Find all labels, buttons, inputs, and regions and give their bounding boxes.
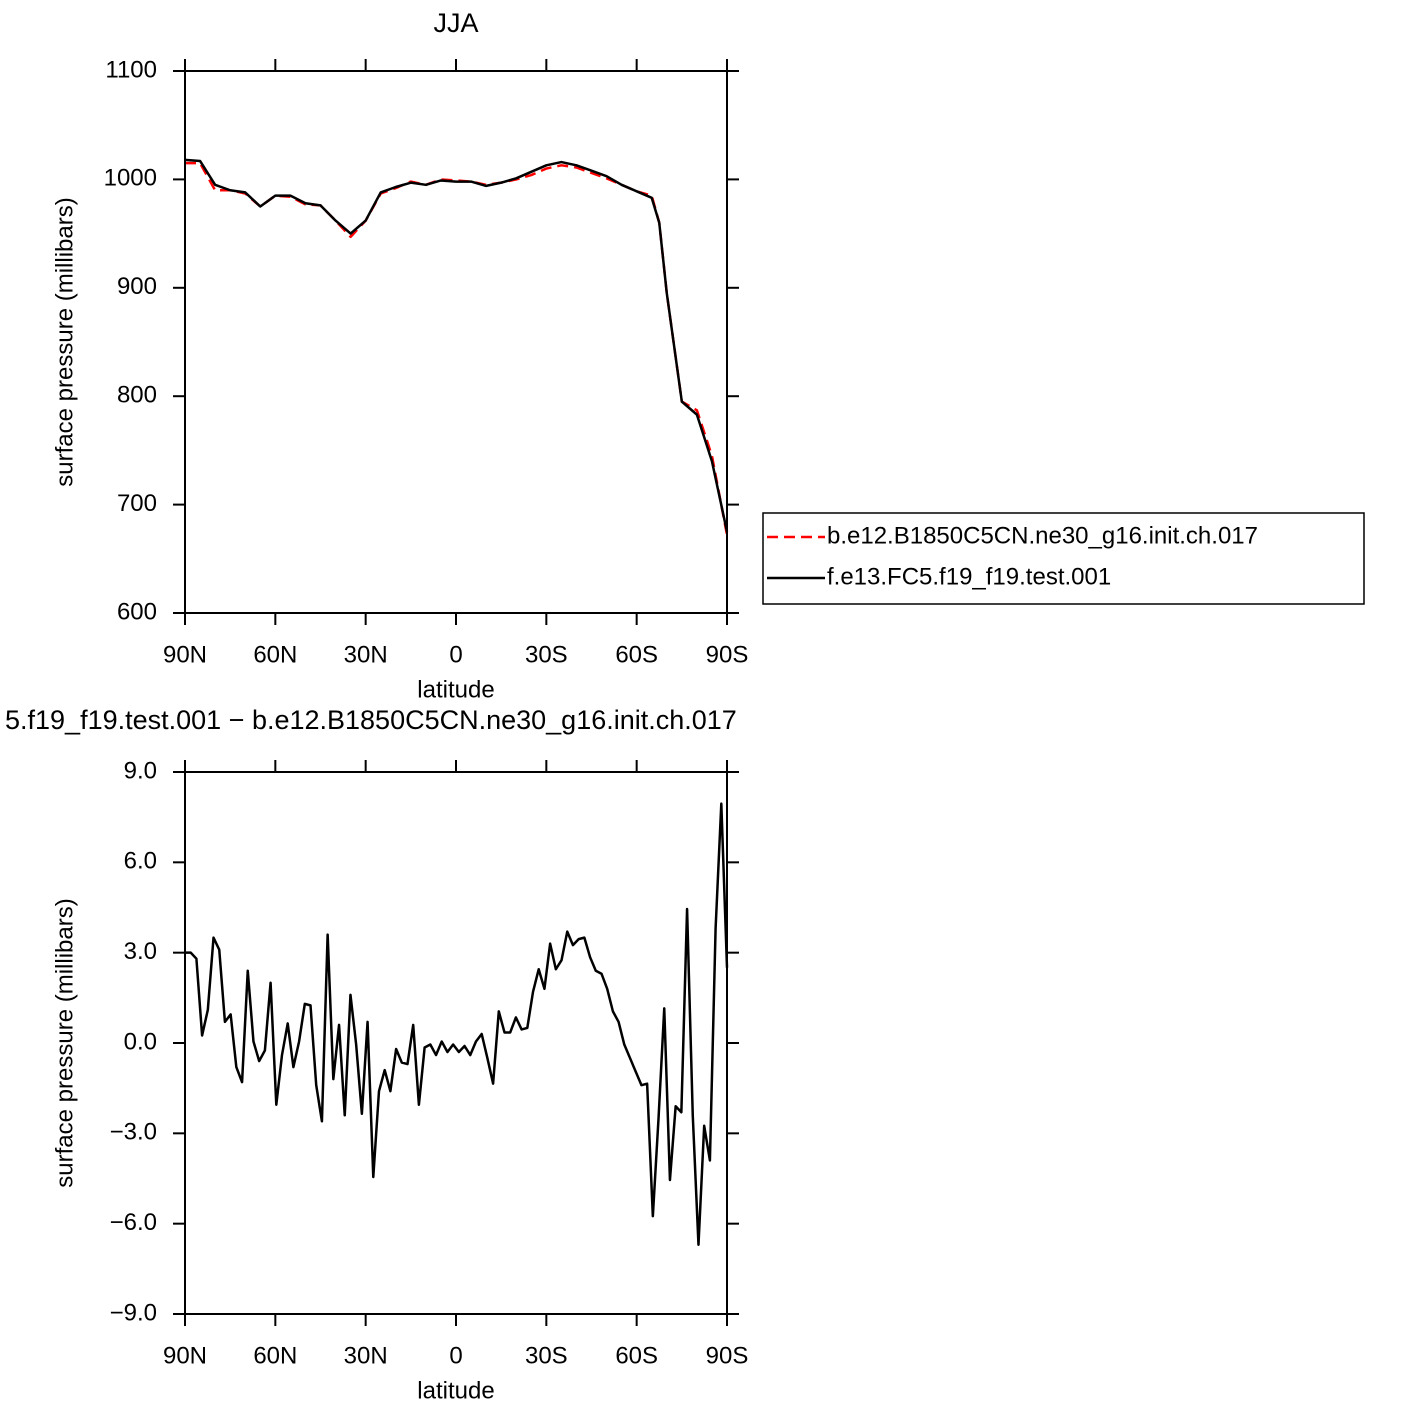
data-line [185, 802, 729, 1246]
data-line [184, 158, 729, 532]
x-tick-label: 30N [344, 641, 388, 668]
plot-frame [184, 771, 728, 1315]
y-tick-label: 0.0 [124, 1028, 157, 1055]
x-tick-label: 30N [344, 1342, 388, 1369]
x-tick-label: 60N [253, 1342, 297, 1369]
y-tick-label: −6.0 [110, 1209, 157, 1236]
legend-label: b.e12.B1850C5CN.ne30_g16.init.ch.017 [827, 522, 1258, 549]
y-tick-label: 700 [117, 490, 157, 517]
y-axis-label: surface pressure (millibars) [51, 197, 78, 486]
x-tick-label: 60S [615, 641, 658, 668]
legend-label: f.e13.FC5.f19_f19.test.001 [827, 563, 1111, 590]
x-tick-label: 90N [163, 1342, 207, 1369]
x-tick-label: 90S [706, 641, 749, 668]
y-tick-label: 6.0 [124, 848, 157, 875]
data-line [185, 161, 729, 536]
y-tick-label: 3.0 [124, 938, 157, 965]
x-tick-label: 60S [615, 1342, 658, 1369]
y-tick-label: 1100 [105, 56, 157, 83]
x-axis-label: latitude [417, 1377, 494, 1404]
y-tick-label: 800 [117, 382, 157, 409]
x-tick-label: 0 [449, 641, 462, 668]
chart-title: 5.f19_f19.test.001 − b.e12.B1850C5CN.ne3… [5, 705, 737, 735]
legend-box [762, 512, 1365, 605]
y-tick-label: 9.0 [124, 757, 157, 784]
plot-frame [184, 70, 728, 614]
y-tick-label: 900 [117, 273, 157, 300]
x-tick-label: 60N [253, 641, 297, 668]
y-tick-label: 600 [117, 598, 157, 625]
x-axis-label: latitude [417, 676, 494, 703]
y-axis-label: surface pressure (millibars) [51, 898, 78, 1187]
y-tick-label: −3.0 [110, 1119, 157, 1146]
x-tick-label: 90N [163, 641, 207, 668]
x-tick-label: 0 [449, 1342, 462, 1369]
y-tick-label: −9.0 [110, 1299, 157, 1326]
x-tick-label: 90S [706, 1342, 749, 1369]
chart-title: JJA [433, 8, 478, 38]
x-tick-label: 30S [525, 641, 568, 668]
x-tick-label: 30S [525, 1342, 568, 1369]
y-tick-label: 1000 [104, 165, 157, 192]
